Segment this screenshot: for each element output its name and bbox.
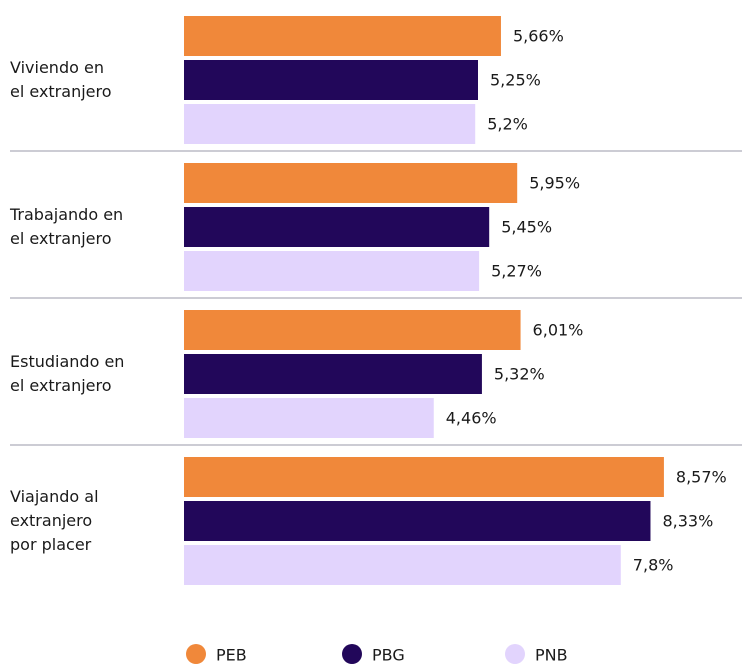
bar (184, 501, 651, 541)
bar (184, 207, 490, 247)
bar (184, 457, 664, 497)
value-label: 8,57% (676, 468, 727, 487)
value-label: 7,8% (633, 556, 674, 575)
bar (184, 310, 521, 350)
value-label: 5,27% (491, 262, 542, 281)
bar (184, 354, 482, 394)
value-label: 5,32% (494, 365, 545, 384)
legend-label: PNB (535, 646, 568, 664)
value-label: 5,2% (487, 115, 528, 134)
legend-swatch (186, 644, 206, 664)
bar (184, 60, 478, 100)
bar (184, 251, 480, 291)
category-label: Trabajando en el extranjero (10, 205, 124, 248)
value-label: 4,46% (446, 409, 497, 428)
bar (184, 16, 501, 56)
category-label: Viajando al extranjero por placer (10, 487, 99, 554)
category-label: Estudiando en el extranjero (10, 352, 125, 395)
legend-label: PEB (216, 646, 247, 664)
category-label: Viviendo en el extranjero (10, 58, 112, 101)
bar (184, 104, 476, 144)
bar (184, 545, 621, 585)
bar (184, 163, 518, 203)
value-label: 6,01% (533, 321, 584, 340)
legend-swatch (505, 644, 525, 664)
value-label: 5,66% (513, 27, 564, 46)
legend-label: PBG (372, 646, 405, 664)
bar (184, 398, 434, 438)
value-label: 5,25% (490, 71, 541, 90)
value-label: 8,33% (662, 512, 713, 531)
value-label: 5,95% (529, 174, 580, 193)
legend-swatch (342, 644, 362, 664)
value-label: 5,45% (501, 218, 552, 237)
